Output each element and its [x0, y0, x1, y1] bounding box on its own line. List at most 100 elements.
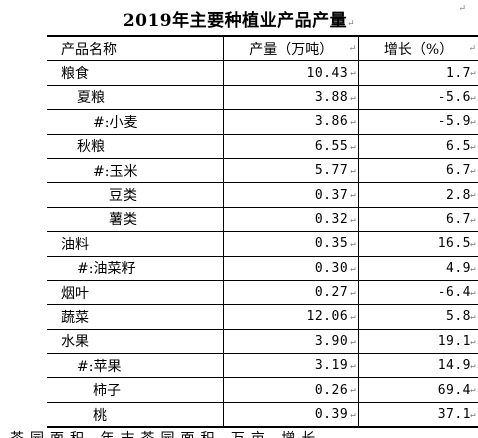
cell-product-name: 柿子 [47, 377, 224, 403]
production-value: 3.86 [314, 114, 349, 130]
paragraph-mark-icon: ↵ [470, 190, 476, 201]
paragraph-mark-icon: ↵ [350, 117, 357, 128]
product-name: 柿子 [93, 383, 121, 400]
paragraph-mark-icon: ↵ [470, 165, 476, 176]
paragraph-mark-icon: ↵ [350, 141, 357, 152]
paragraph-mark-icon: ↵ [470, 287, 476, 298]
cell-production: 6.55 ↵ [223, 133, 359, 159]
table-row: 夏粮 3.88 ↵ -5.6 ↵ [47, 84, 478, 111]
table-row: #:小麦 3.86 ↵ -5.9 ↵ [47, 109, 478, 135]
footer-text: 茶园面积 年末茶园面积 万亩 增长 [10, 426, 470, 438]
growth-value: 69.4 [437, 382, 471, 398]
paragraph-mark-icon: ↵ [470, 141, 476, 152]
product-name: 豆类 [109, 188, 137, 205]
cell-growth: 6.7 ↵ [358, 206, 478, 233]
product-name: #:玉米 [93, 163, 138, 180]
table-row: 油料 0.35 ↵ 16.5 ↵ [47, 231, 478, 257]
page-title: 2019年主要种植业产品产量 ↵ [0, 6, 478, 31]
growth-value: 16.5 [437, 236, 471, 252]
production-value: 0.37 [314, 187, 349, 203]
growth-value: 6.5 [446, 138, 471, 154]
cell-growth: -5.9 ↵ [358, 109, 478, 135]
cell-production: 3.88 ↵ [223, 84, 359, 111]
product-name: #:油菜籽 [77, 261, 136, 278]
growth-value: 6.7 [446, 163, 471, 179]
product-name: 薯类 [109, 212, 137, 229]
growth-value: 4.9 [446, 260, 471, 276]
cell-product-name: 蔬菜 [47, 304, 224, 330]
title-text: 2019年主要种植业产品产量 [122, 11, 348, 31]
cell-production: 5.77 ↵ [223, 157, 359, 184]
cell-production: 0.37 ↵ [223, 182, 359, 208]
growth-value: 14.9 [437, 358, 471, 374]
production-value: 0.32 [314, 211, 349, 227]
production-value: 0.26 [314, 382, 349, 398]
production-value: 0.27 [314, 285, 349, 301]
product-name: 夏粮 [77, 90, 105, 107]
paragraph-mark-icon: ↵ [350, 263, 357, 274]
paragraph-mark-icon: ↵ [350, 336, 357, 347]
paragraph-mark-icon: ↵ [348, 44, 357, 54]
growth-value: 6.7 [446, 211, 471, 227]
table-row: 柿子 0.26 ↵ 69.4 ↵ [47, 377, 478, 403]
paragraph-mark-icon: ↵ [350, 165, 357, 176]
cell-product-name: 薯类 [47, 206, 224, 233]
paragraph-mark-icon: ↵ [350, 409, 357, 420]
paragraph-mark-icon: ↵ [350, 190, 357, 201]
product-name: 桃 [93, 407, 107, 424]
cell-growth: -6.4 ↵ [358, 279, 478, 306]
growth-value: -6.4 [437, 285, 471, 301]
growth-value: 1.7 [446, 65, 471, 81]
growth-value: 2.8 [446, 187, 471, 203]
paragraph-mark-icon: ↵ [470, 92, 476, 103]
cell-production: 3.90 ↵ [223, 328, 359, 355]
production-value: 6.55 [314, 138, 349, 154]
header-growth: 增长（%） ↵ [358, 35, 478, 62]
cell-growth: -5.6 ↵ [358, 84, 478, 111]
cell-growth: 19.1 ↵ [358, 328, 478, 355]
production-value: 3.88 [314, 89, 349, 105]
cell-product-name: 烟叶 [47, 279, 224, 306]
header-growth-label: 增长（%） [383, 41, 454, 58]
paragraph-mark-icon: ↵ [350, 361, 357, 372]
product-name: 烟叶 [61, 285, 89, 302]
table-row: #:苹果 3.19 ↵ 14.9 ↵ [47, 353, 478, 379]
production-value: 10.43 [306, 65, 349, 81]
header-production: 产量（万吨） ↵ [223, 35, 359, 62]
cell-growth: 69.4 ↵ [358, 377, 478, 403]
cell-production: 0.30 ↵ [223, 255, 359, 281]
cell-product-name: #:油菜籽 [47, 255, 224, 281]
production-value: 3.19 [314, 358, 349, 374]
paragraph-mark-icon: ↵ [470, 117, 476, 128]
cell-product-name: 桃 [47, 401, 224, 429]
table-row: 秋粮 6.55 ↵ 6.5 ↵ [47, 133, 478, 159]
cell-growth: 1.7 ↵ [358, 60, 478, 86]
cell-product-name: 豆类 [47, 182, 224, 208]
growth-value: 19.1 [437, 333, 471, 349]
cell-production: 0.26 ↵ [223, 377, 359, 403]
cell-growth: 6.7 ↵ [358, 157, 478, 184]
cell-growth: 16.5 ↵ [358, 231, 478, 257]
cell-growth: 6.5 ↵ [358, 133, 478, 159]
cell-growth: 5.8 ↵ [358, 304, 478, 330]
paragraph-mark-icon: ↵ [470, 385, 476, 396]
cell-product-name: 夏粮 [47, 84, 224, 111]
production-value: 0.30 [314, 260, 349, 276]
cell-growth: 37.1 ↵ [358, 401, 478, 429]
cell-production: 10.43 ↵ [223, 60, 359, 86]
cell-product-name: 水果 [47, 328, 224, 355]
cell-production: 0.27 ↵ [223, 279, 359, 306]
production-value: 0.39 [314, 407, 349, 423]
production-table: 产品名称 产量（万吨） ↵ 增长（%） ↵ 粮食 10.43 ↵ 1.7 ↵ 夏粮 3.88 ↵ -… [47, 35, 478, 429]
header-product-name-label: 产品名称 [61, 41, 117, 58]
paragraph-mark-icon: ↵ [458, 4, 466, 14]
table-row: 烟叶 0.27 ↵ -6.4 ↵ [47, 279, 478, 306]
growth-value: -5.9 [437, 114, 471, 130]
production-value: 5.77 [314, 163, 349, 179]
header-production-label: 产量（万吨） [249, 41, 334, 58]
production-value: 3.90 [314, 333, 349, 349]
paragraph-mark-icon: ↵ [470, 361, 476, 372]
product-name: #:小麦 [93, 114, 138, 131]
cell-production: 3.19 ↵ [223, 353, 359, 379]
header-product-name: 产品名称 [47, 35, 224, 62]
